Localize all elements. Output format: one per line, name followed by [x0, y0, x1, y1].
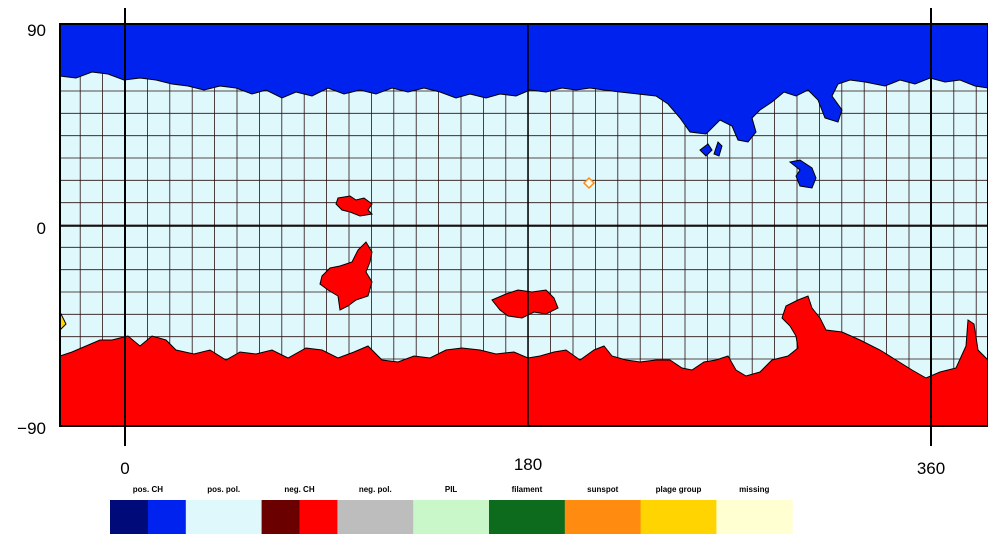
x-tick-label-360: 360: [917, 459, 945, 478]
north-pos-ch-region: [59, 23, 988, 143]
legend-label: filament: [512, 485, 543, 494]
plot-frame: [59, 23, 988, 427]
y-tick-label-0: 0: [37, 219, 46, 238]
legend-swatch: [337, 500, 414, 534]
legend-swatch: [261, 500, 300, 534]
legend-swatch: [564, 500, 642, 534]
legend-label: missing: [739, 485, 769, 494]
legend-label: PIL: [445, 485, 458, 494]
legend-swatch: [110, 500, 149, 534]
north-pos-ch-island-1: [699, 143, 713, 157]
legend-label: neg. pol.: [359, 485, 392, 494]
legend-swatch: [413, 500, 490, 534]
y-tick-label-minus-90: −90: [17, 419, 46, 438]
sunspot-marker: [582, 176, 596, 190]
legend-label: neg. CH: [284, 485, 314, 494]
south-neg-ch-region: [59, 295, 988, 427]
legend-swatch: [640, 500, 717, 534]
y-tick-label-90: 90: [27, 21, 46, 40]
legend-label: pos. pol.: [207, 485, 240, 494]
x-tick-label-0: 0: [120, 459, 129, 478]
neg-ch-patch-3: [491, 289, 559, 319]
legend-swatch: [716, 500, 793, 534]
legend-label: plage group: [656, 485, 702, 494]
legend: pos. CH pos. pol. neg. CH neg. pol. PIL filam…: [110, 485, 793, 534]
legend-swatch: [489, 500, 566, 534]
north-pos-ch-island-3: [788, 159, 817, 189]
north-pos-ch-island-2: [713, 141, 723, 157]
neg-ch-patch-2: [319, 241, 373, 311]
legend-swatch: [299, 500, 338, 534]
neg-ch-patch-1: [335, 195, 374, 217]
legend-label: pos. CH: [133, 485, 163, 494]
legend-swatch: [147, 500, 187, 534]
legend-label: sunspot: [587, 485, 618, 494]
x-tick-label-180: 180: [514, 455, 542, 474]
legend-swatch: [185, 500, 263, 534]
